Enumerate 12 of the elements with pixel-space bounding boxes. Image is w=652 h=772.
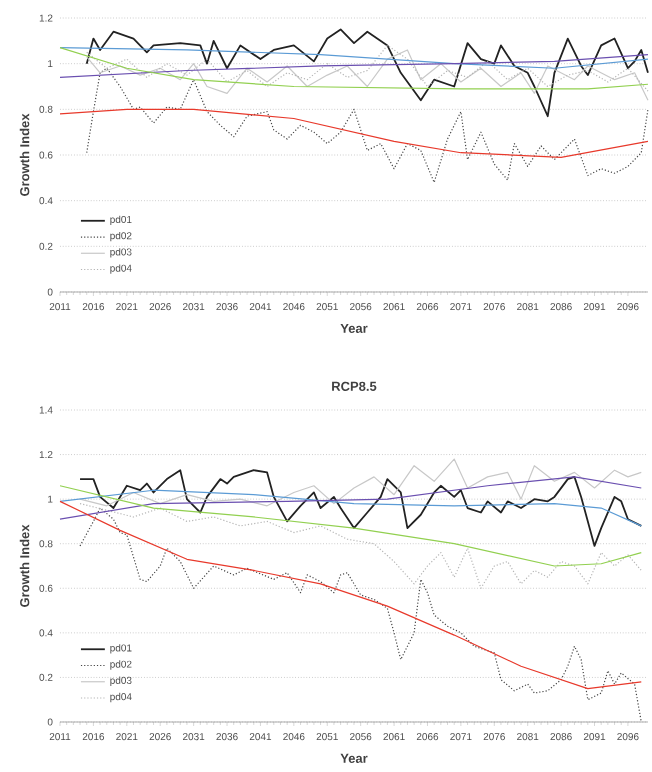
line-series [79, 503, 642, 589]
line-series [59, 485, 642, 567]
line-series [79, 458, 642, 507]
line-series [59, 476, 642, 520]
line-series [59, 47, 649, 69]
line-series [86, 49, 649, 101]
line-series [59, 489, 642, 527]
line-series [59, 108, 649, 158]
line-series [59, 500, 642, 690]
line-series [85, 28, 649, 118]
line-series [86, 67, 649, 184]
line-series [59, 53, 649, 78]
